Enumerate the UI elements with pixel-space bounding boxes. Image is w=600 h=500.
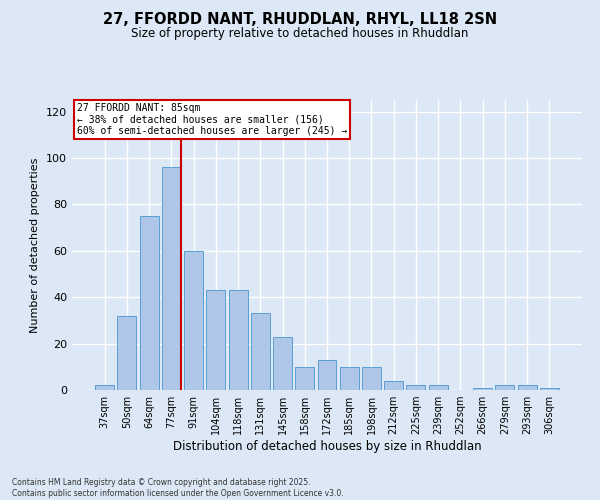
Bar <box>518 386 536 390</box>
Text: 27 FFORDD NANT: 85sqm
← 38% of detached houses are smaller (156)
60% of semi-det: 27 FFORDD NANT: 85sqm ← 38% of detached … <box>77 103 347 136</box>
Bar <box>295 367 314 390</box>
Bar <box>317 360 337 390</box>
Bar <box>406 386 425 390</box>
Bar <box>118 316 136 390</box>
Bar <box>229 290 248 390</box>
Bar <box>251 314 270 390</box>
Bar <box>384 380 403 390</box>
Bar <box>206 290 225 390</box>
Text: 27, FFORDD NANT, RHUDDLAN, RHYL, LL18 2SN: 27, FFORDD NANT, RHUDDLAN, RHYL, LL18 2S… <box>103 12 497 28</box>
Bar <box>184 251 203 390</box>
Bar <box>162 168 181 390</box>
Bar <box>140 216 158 390</box>
Bar <box>540 388 559 390</box>
Text: Contains HM Land Registry data © Crown copyright and database right 2025.
Contai: Contains HM Land Registry data © Crown c… <box>12 478 344 498</box>
Bar <box>362 367 381 390</box>
Y-axis label: Number of detached properties: Number of detached properties <box>31 158 40 332</box>
Text: Size of property relative to detached houses in Rhuddlan: Size of property relative to detached ho… <box>131 28 469 40</box>
Bar <box>473 388 492 390</box>
Bar <box>429 386 448 390</box>
Bar <box>95 386 114 390</box>
Bar <box>340 367 359 390</box>
X-axis label: Distribution of detached houses by size in Rhuddlan: Distribution of detached houses by size … <box>173 440 481 453</box>
Bar <box>273 336 292 390</box>
Bar <box>496 386 514 390</box>
